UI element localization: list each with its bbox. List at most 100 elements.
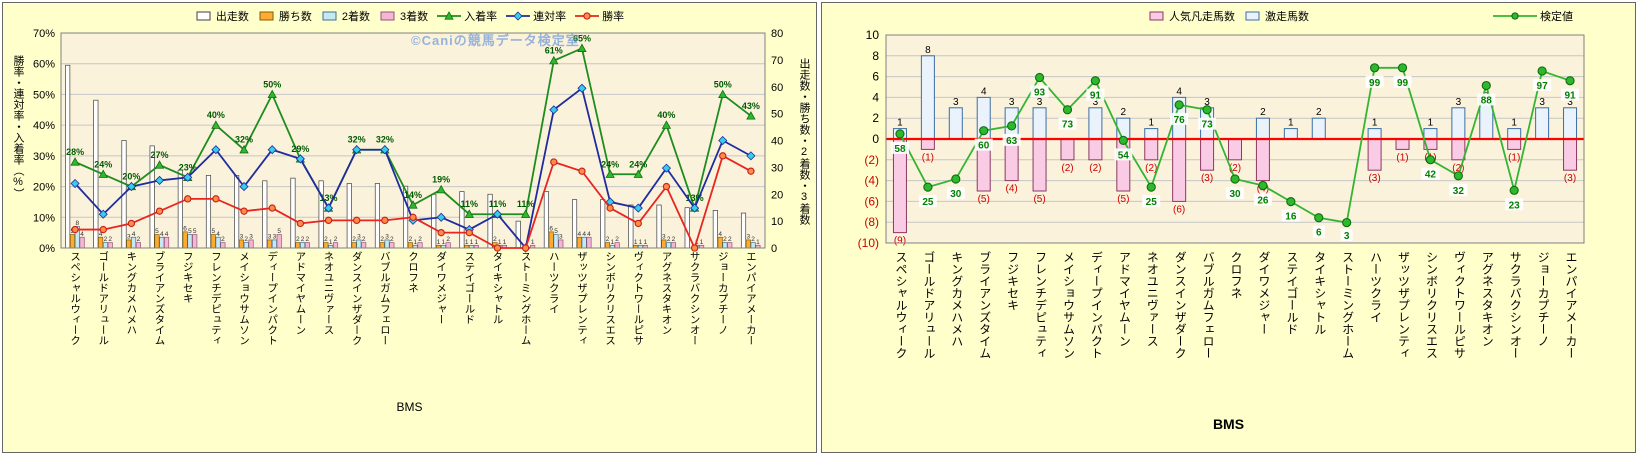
bar-hot-runs <box>1144 128 1159 140</box>
marker-test-value <box>1314 213 1324 223</box>
wins-legend-icon <box>259 11 274 21</box>
bar-runs <box>262 180 268 249</box>
plot-border <box>885 34 1585 244</box>
category-label: ステイゴールド <box>463 251 476 325</box>
data-label-test-value: 26 <box>1257 195 1269 206</box>
bar-runs <box>656 204 662 249</box>
category-label: ストーミングホーム <box>1340 251 1355 359</box>
category-label: キングカメハメハ <box>949 251 964 347</box>
bar-wins <box>407 242 413 249</box>
bar-seconds <box>300 242 306 249</box>
bar-value-label-thirds: 1 <box>475 239 479 246</box>
data-label-test-value: 97 <box>1537 81 1549 92</box>
category-label: フレンチデピュティ <box>209 251 222 346</box>
bar-wins <box>661 239 667 249</box>
marker-win-rate <box>606 204 614 212</box>
category-label: ハーツクライ <box>1368 251 1383 323</box>
left-secondary-y-axis-title: 出走数・勝ち数・2着数・3着数 <box>798 58 810 225</box>
marker-place-rate <box>661 120 672 129</box>
bar-value-label-seconds: 2 <box>301 236 305 243</box>
y-right-tick-label: 10 <box>771 216 783 228</box>
legend-item-runs: 出走数 <box>195 8 249 24</box>
bar-runs <box>149 145 155 249</box>
data-label-place-rate: 40% <box>657 110 675 120</box>
bar-seconds <box>131 236 137 249</box>
bar-runs <box>374 183 380 249</box>
data-label-place-rate: 13% <box>686 193 704 203</box>
category-label: フレンチデピュティ <box>1033 251 1048 359</box>
marker-test-value <box>1397 63 1408 73</box>
win-rate-marker <box>583 12 591 20</box>
data-label-bg-test-value <box>1340 229 1353 241</box>
y-right-tick-label: 50 <box>771 109 783 121</box>
bar-flop-runs <box>1200 138 1215 171</box>
data-label-place-rate: 24% <box>629 159 647 169</box>
y-right-tick-label: 0 <box>771 243 777 253</box>
data-label-bg-test-value <box>974 138 993 151</box>
place-rate-marker <box>444 11 454 20</box>
data-label-place-rate: 11% <box>489 199 507 209</box>
marker-quinella-rate <box>183 172 193 182</box>
data-label-bg-test-value <box>1533 79 1552 92</box>
bar-thirds <box>304 242 310 249</box>
bar-runs <box>740 212 747 249</box>
bar-value-label-seconds: 1 <box>413 239 417 246</box>
legend-item-hot-runs: 激走馬数 <box>1244 8 1309 24</box>
data-label-place-rate: 11% <box>517 199 535 209</box>
bar-value-label-hot-runs: 4 <box>1176 86 1182 97</box>
bar-flop-runs <box>1451 138 1466 161</box>
bar-runs <box>177 169 183 249</box>
bar-runs <box>93 99 99 249</box>
marker-place-rate <box>520 209 531 218</box>
category-label: ダンスインザダーク <box>350 251 363 346</box>
category-label: メイショウサムソン <box>1061 251 1076 359</box>
y-tick-label: 10 <box>866 28 880 42</box>
bar-value-label-wins: 3 <box>127 233 131 240</box>
win-rate-legend-icon <box>575 12 600 20</box>
marker-win-rate <box>409 213 417 221</box>
bar-wins <box>69 234 76 249</box>
category-label: シンボリクリスエス <box>1424 251 1439 359</box>
bar-seconds <box>187 234 193 249</box>
bar-value-label-seconds: 4 <box>160 231 164 238</box>
bar-flop-runs <box>1367 138 1382 171</box>
legend-label-test-value: 検定値 <box>1540 11 1573 23</box>
place-rate-legend-icon <box>437 11 462 20</box>
bar-value-label-seconds: 1 <box>611 239 615 246</box>
data-label-place-rate: 14% <box>404 190 422 200</box>
bar-value-label-flop-runs: (2) <box>1145 163 1157 174</box>
bar-seconds <box>384 239 390 249</box>
left-chart-plot: 0% 10% 20% 30% 40% 50% 60% 70% 0 10 20 30 40 50 60 70 80… <box>33 28 783 253</box>
marker-win-rate <box>747 167 755 175</box>
bar-flop-runs <box>1060 138 1075 161</box>
bar-thirds <box>135 242 141 249</box>
data-label-bg-test-value <box>1281 209 1300 222</box>
y-right-tick-label: 80 <box>771 28 783 40</box>
bar-value-label-seconds: 1 <box>442 239 446 246</box>
bar-value-label-seconds: 3 <box>273 233 277 240</box>
bar-thirds <box>361 242 367 249</box>
bar-seconds <box>722 242 728 249</box>
bar-flop-runs <box>1255 138 1270 182</box>
marker-test-value <box>1034 72 1045 83</box>
bar-runs <box>600 199 606 249</box>
bar-flop-runs <box>1507 138 1522 150</box>
hot-runs-swatch <box>1245 11 1260 21</box>
left-chart-legend: 出走数 勝ち数 2着数 3着数 入着率 連対率 勝率 <box>3 8 816 24</box>
legend-label-hot-runs: 激走馬数 <box>1265 11 1309 23</box>
bar-value-label-thirds: 4 <box>165 231 169 238</box>
bar-wins <box>98 236 104 249</box>
marker-test-value <box>1230 174 1240 184</box>
category-label: サクラバクシンオー <box>688 251 701 346</box>
bar-wins <box>548 231 554 249</box>
y-left-tick-label: 30% <box>33 151 55 163</box>
quinella-rate-marker <box>513 11 523 21</box>
marker-quinella-rate <box>577 83 587 93</box>
data-label-test-value: 93 <box>1034 87 1046 98</box>
legend-item-wins: 勝ち数 <box>258 8 312 24</box>
bar-wins <box>351 242 357 249</box>
bar-value-label-hot-runs: 3 <box>1539 97 1545 108</box>
category-label: キングカメハメハ <box>125 251 138 335</box>
bar-hot-runs <box>1367 128 1382 140</box>
bar-flop-runs <box>920 138 935 150</box>
